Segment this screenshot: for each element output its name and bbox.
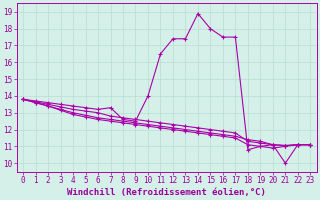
X-axis label: Windchill (Refroidissement éolien,°C): Windchill (Refroidissement éolien,°C) (67, 188, 266, 197)
